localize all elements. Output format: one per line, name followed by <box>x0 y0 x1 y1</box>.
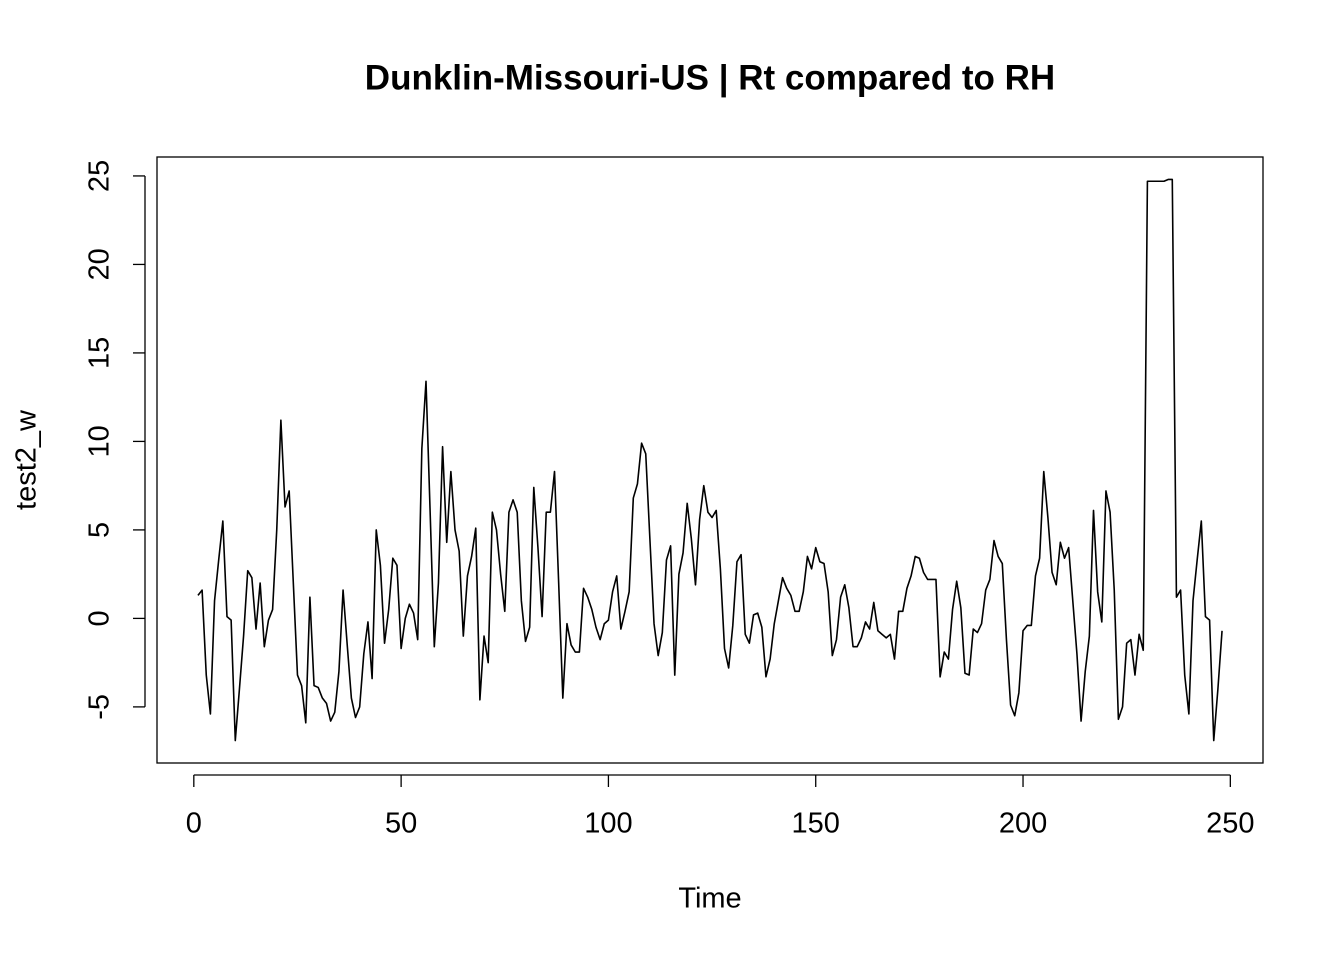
y-tick-label: 15 <box>84 337 116 369</box>
y-tick-label: 25 <box>84 160 116 192</box>
plot-box <box>156 156 1264 764</box>
x-tick-label: 50 <box>385 808 417 840</box>
y-tick-label: 10 <box>84 425 116 457</box>
x-tick-label: 150 <box>792 808 840 840</box>
x-tick-label: 0 <box>186 808 202 840</box>
x-axis-label: Time <box>678 883 741 915</box>
y-tick-label: 5 <box>84 522 116 538</box>
chart-title: Dunklin-Missouri-US | Rt compared to RH <box>365 58 1055 97</box>
y-tick-label: 0 <box>84 610 116 626</box>
x-tick-label: 100 <box>584 808 632 840</box>
y-tick-label: 20 <box>84 248 116 280</box>
y-tick-label: -5 <box>84 694 116 720</box>
y-axis-label: test2_w <box>11 409 43 510</box>
x-tick-label: 200 <box>999 808 1047 840</box>
x-tick-label: 250 <box>1206 808 1254 840</box>
series-line <box>197 178 1223 742</box>
